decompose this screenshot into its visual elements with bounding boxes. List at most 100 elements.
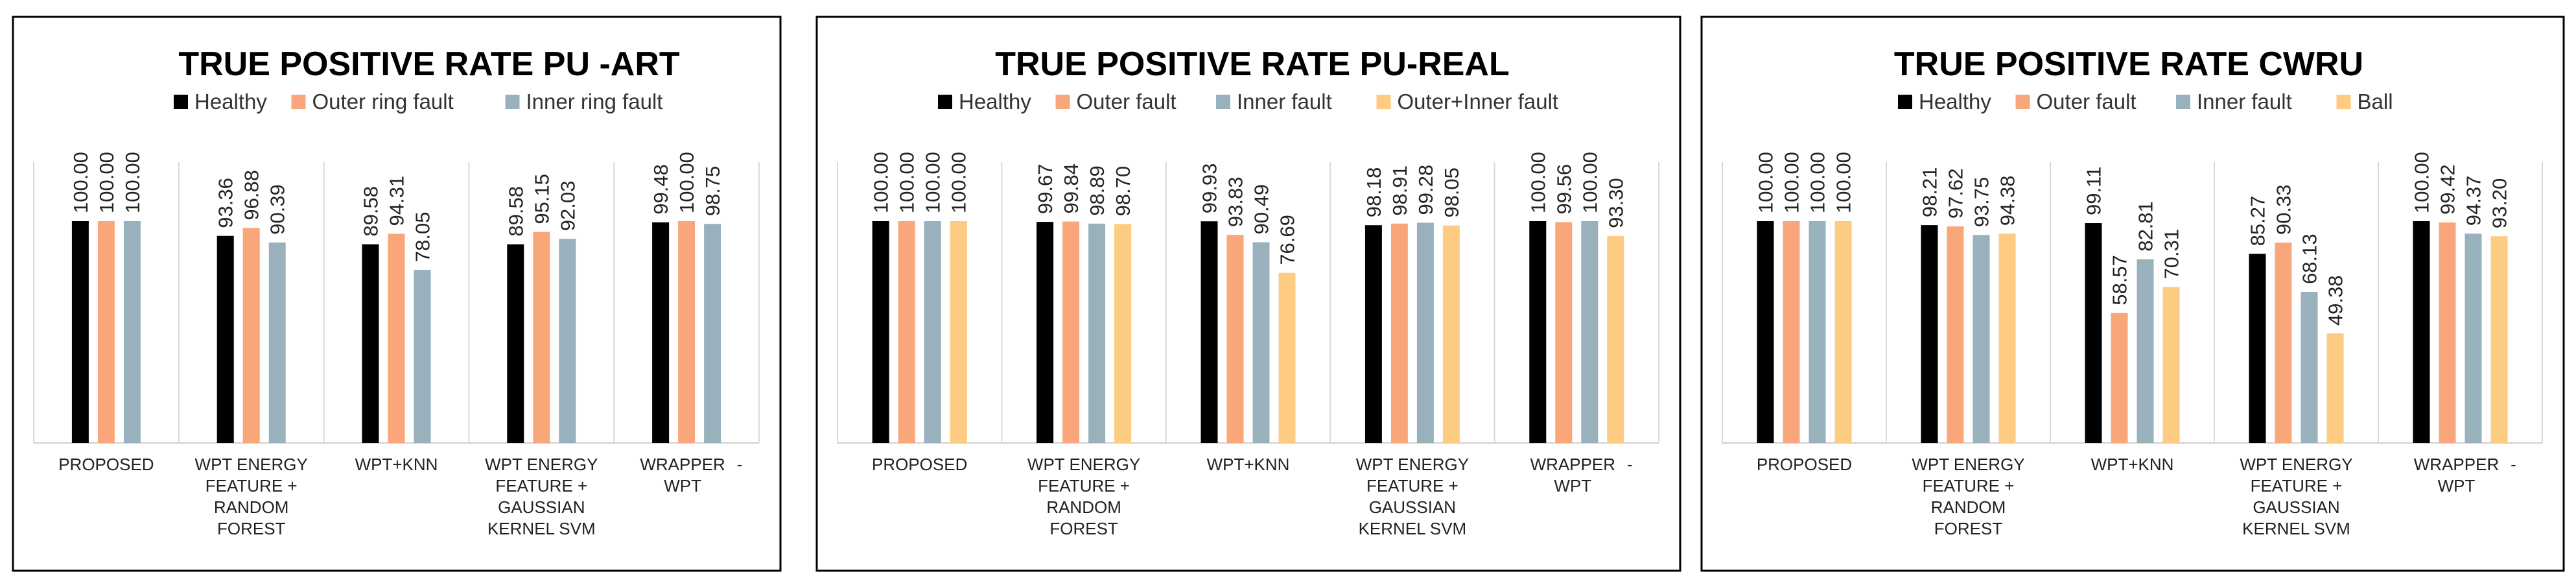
data-label: 93.83 <box>1224 177 1247 228</box>
data-label: 93.75 <box>1971 177 1993 228</box>
bar-ball <box>1998 233 2016 443</box>
bar-healthy <box>1036 222 1054 443</box>
category-label-line: WPT+KNN <box>2091 455 2174 474</box>
data-label: 99.56 <box>1552 164 1575 215</box>
legend-label: Inner fault <box>2197 90 2292 113</box>
data-label: 90.33 <box>2273 184 2295 235</box>
legend-label: Ball <box>2358 90 2393 113</box>
category-label-line: KERNEL SVM <box>2242 519 2350 538</box>
bar-outer-ring-fault <box>388 233 405 443</box>
category-label-line: GAUSSIAN <box>498 497 585 517</box>
data-label: 99.67 <box>1034 164 1057 215</box>
bar-ball <box>2490 236 2508 443</box>
legend-swatch <box>2336 95 2351 109</box>
category-label-line: KERNEL SVM <box>1359 519 1467 538</box>
category-label-line: RANDOM <box>1931 497 2006 517</box>
bar-outer-fault <box>1226 235 1244 443</box>
data-label: 76.69 <box>1276 215 1299 265</box>
bar-healthy <box>217 235 234 443</box>
legend-label: Healthy <box>1919 90 1991 113</box>
bar-healthy <box>2413 221 2430 443</box>
legend-entry-4: Outer+Inner fault <box>1376 90 1558 113</box>
chart-panel-2: TRUE POSITIVE RATE PU-REAL Healthy Outer f… <box>815 16 1681 572</box>
legend-entry-3: Inner fault <box>2176 90 2292 113</box>
data-label: 100.00 <box>896 152 919 213</box>
bar-inner-fault <box>1809 221 1826 443</box>
bar-outer-fault <box>2111 313 2128 443</box>
data-label: 85.27 <box>2247 196 2269 246</box>
data-label: 98.75 <box>701 166 724 217</box>
data-label: 90.49 <box>1250 184 1273 235</box>
bar-outer-inner-fault <box>1114 224 1132 443</box>
data-label: 92.03 <box>556 181 579 232</box>
data-label: 89.58 <box>360 186 382 237</box>
data-label: 89.58 <box>504 186 527 237</box>
bar-healthy <box>872 221 889 443</box>
bar-inner-ring-fault <box>559 239 576 443</box>
bar-healthy <box>1529 221 1547 443</box>
bar-inner-fault <box>1973 235 1990 443</box>
category-label: WPT ENERGY FEATURE + RANDOM FOREST <box>1912 455 2024 538</box>
chart-panel-1: TRUE POSITIVE RATE PU -ART Healthy Outer r… <box>12 16 782 572</box>
category-label: WPT+KNN <box>355 455 438 474</box>
category-label-line: WPT+KNN <box>1207 455 1290 474</box>
bar-inner-fault <box>2301 291 2318 443</box>
data-label: 94.37 <box>2463 176 2485 226</box>
data-label: 100.00 <box>1578 152 1601 213</box>
category-label: WPT+KNN <box>1207 455 1290 474</box>
category-label-line: WPT ENERGY <box>485 455 598 474</box>
category-label-line: WRAPPER <box>2414 455 2499 474</box>
bar-outer-fault <box>1947 226 1964 443</box>
category-label-line: WPT <box>664 476 701 495</box>
category-label: WPT ENERGY FEATURE + GAUSSIAN KERNEL SVM <box>1356 455 1469 538</box>
category-label-line: FEATURE + <box>1038 476 1130 495</box>
data-label: 100.00 <box>2411 152 2433 213</box>
category-label-line: WPT <box>1554 476 1591 495</box>
category-label: PROPOSED <box>1757 455 1852 474</box>
data-label: 98.21 <box>1919 167 1941 218</box>
bar-outer-fault <box>898 221 915 443</box>
bar-healthy <box>2085 223 2102 443</box>
chart-panel-3: TRUE POSITIVE RATE CWRU Healthy Outer faul… <box>1700 16 2565 572</box>
category-label-line: FEATURE + <box>1923 476 2015 495</box>
bar-ball <box>1834 221 1852 443</box>
data-label: 97.62 <box>1945 169 1967 219</box>
category-label-line: GAUSSIAN <box>2253 497 2339 517</box>
data-label: 99.84 <box>1060 163 1083 214</box>
bar-inner-fault <box>1416 222 1434 443</box>
legend-entry-2: Outer fault <box>1055 90 1177 113</box>
legend-label: Inner ring fault <box>526 90 663 113</box>
data-label: 95.15 <box>530 174 553 224</box>
data-label: 98.18 <box>1363 167 1385 218</box>
data-label: 96.88 <box>240 170 263 221</box>
bar-healthy <box>2249 254 2266 443</box>
data-label: 100.00 <box>1755 152 1777 213</box>
bar-outer-inner-fault <box>1607 235 1624 443</box>
bar-inner-fault <box>1088 223 1106 443</box>
bar-outer-fault <box>1390 223 1408 443</box>
bar-healthy <box>1757 221 1774 443</box>
bar-inner-fault <box>2465 233 2482 443</box>
legend-swatch <box>1055 95 1070 109</box>
data-label: 90.39 <box>266 184 289 235</box>
data-label: 98.89 <box>1086 165 1108 216</box>
legend-label: Healthy <box>959 90 1031 113</box>
bar-healthy <box>1364 225 1382 443</box>
legend-swatch <box>2015 95 2030 109</box>
legend-swatch <box>1216 95 1230 109</box>
category-label-line: PROPOSED <box>872 455 967 474</box>
category-label: PROPOSED <box>58 455 154 474</box>
legend-swatch <box>2176 95 2190 109</box>
legend-swatch <box>291 95 306 109</box>
data-label: 99.48 <box>650 164 672 215</box>
legend-label: Outer fault <box>1077 90 1177 113</box>
data-label: 100.00 <box>1527 152 1549 213</box>
bar-outer-fault <box>2275 243 2292 443</box>
data-label: 99.42 <box>2437 164 2459 215</box>
data-label: 93.30 <box>1604 178 1627 228</box>
legend-entry-4: Ball <box>2336 90 2393 113</box>
category-label: WPT ENERGY FEATURE + GAUSSIAN KERNEL SVM <box>485 455 598 538</box>
legend-swatch <box>1898 95 1912 109</box>
chart-title: TRUE POSITIVE RATE PU-REAL <box>995 45 1510 83</box>
legend-entry-2: Outer fault <box>2015 90 2137 113</box>
